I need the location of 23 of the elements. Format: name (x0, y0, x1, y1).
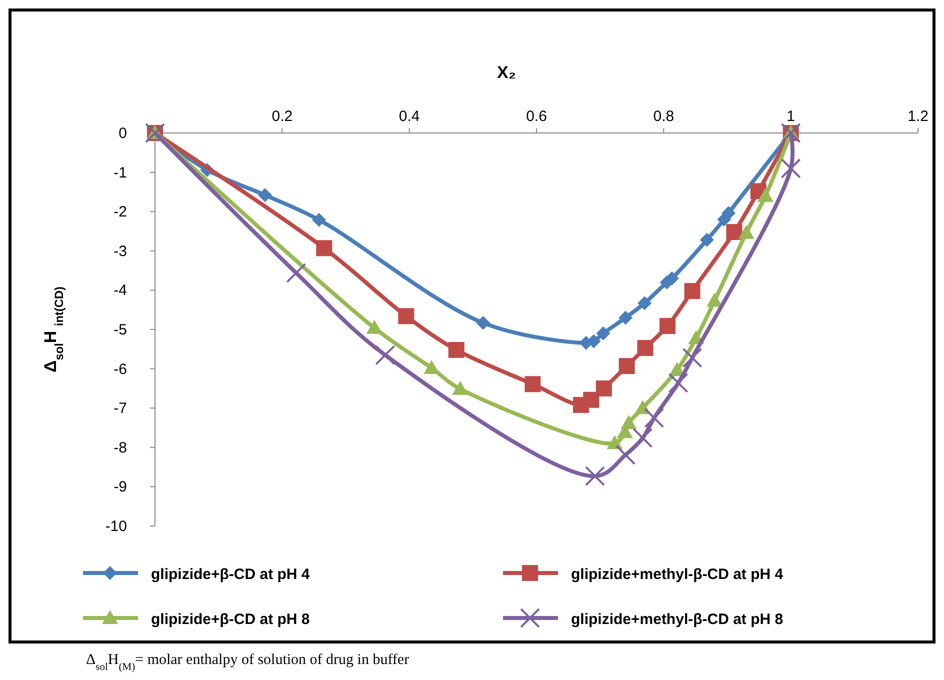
x-tick-label: 1 (786, 108, 796, 125)
x-tick-label: 0.2 (272, 108, 293, 125)
y-tick-label: -1 (114, 164, 127, 182)
x-tick-label: 1.2 (908, 108, 928, 125)
y-tick-label: -8 (114, 439, 127, 456)
legend-label: glipizide+methyl-β-CD at pH 4 (571, 566, 784, 583)
y-tick-label: -6 (114, 360, 127, 378)
y-tick-label: -7 (114, 400, 127, 418)
y-tick-label: -4 (114, 282, 127, 300)
x-tick-label: 0.8 (653, 108, 674, 125)
legend-label: glipizide+β-CD at pH 4 (151, 566, 310, 583)
x-axis-title: X₂ (497, 63, 516, 82)
y-tick-label: -9 (114, 478, 127, 496)
legend-label: glipizide+β-CD at pH 8 (151, 611, 310, 628)
legend-label: glipizide+methyl-β-CD at pH 8 (571, 611, 784, 628)
x-tick-label: 0.6 (526, 108, 547, 125)
text: Δ$_{sol}$H$_{(M)}$= molar enthalpy of solution of drug in buffer (86, 652, 410, 672)
y-tick-label: -3 (114, 242, 127, 260)
y-tick-label: -2 (114, 204, 127, 221)
y-tick-label: -5 (114, 322, 127, 338)
y-tick-label: 0 (118, 125, 127, 142)
x-tick-label: 0.4 (398, 108, 420, 125)
y-tick-label: -10 (105, 518, 127, 535)
